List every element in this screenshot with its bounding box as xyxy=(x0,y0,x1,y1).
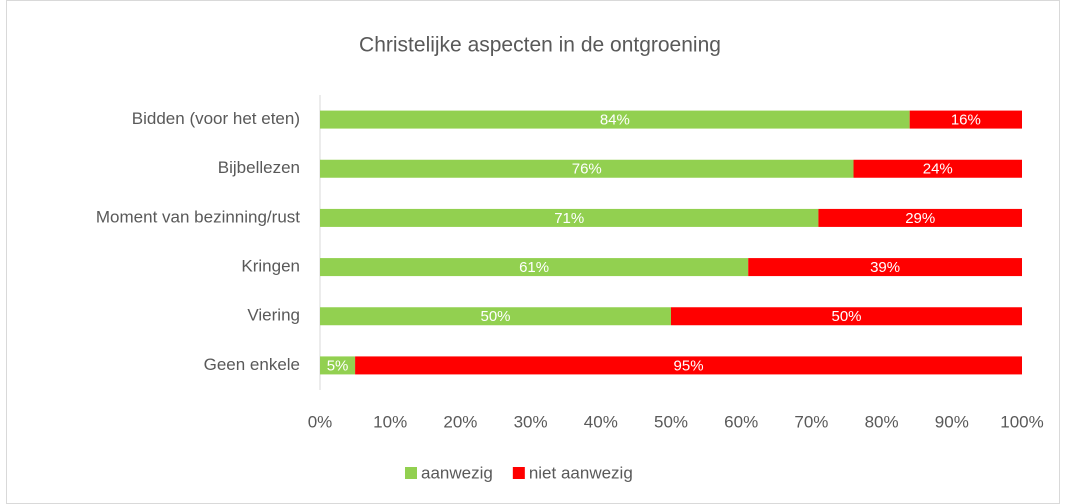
y-tick-label: Moment van bezinning/rust xyxy=(96,207,300,226)
value-label: 76% xyxy=(572,161,602,178)
x-tick-label: 50% xyxy=(654,412,688,431)
x-tick-label: 30% xyxy=(514,412,548,431)
y-tick-label: Viering xyxy=(247,306,300,325)
x-tick-label: 100% xyxy=(1000,412,1043,431)
bar-segment xyxy=(355,356,1023,375)
x-tick-label: 70% xyxy=(794,412,828,431)
x-tick-label: 0% xyxy=(308,412,333,431)
x-tick-label: 80% xyxy=(865,412,899,431)
chart-title: Christelijke aspecten in de ontgroening xyxy=(359,34,721,57)
y-tick-label: Bidden (voor het eten) xyxy=(132,109,300,128)
chart-frame xyxy=(6,0,1060,504)
legend-swatch xyxy=(405,467,417,479)
y-tick-label: Kringen xyxy=(241,257,300,276)
bar-segment xyxy=(818,208,1022,227)
value-label: 29% xyxy=(905,210,935,227)
bar-segment xyxy=(853,159,1022,178)
x-tick-label: 90% xyxy=(935,412,969,431)
bar-segment xyxy=(320,258,749,277)
bar-segment xyxy=(320,307,671,326)
value-label: 95% xyxy=(674,357,704,374)
y-tick-label: Bijbellezen xyxy=(218,158,300,177)
x-tick-label: 20% xyxy=(443,412,477,431)
bar-segment xyxy=(320,110,910,129)
bar-segment xyxy=(320,159,854,178)
value-label: 61% xyxy=(519,259,549,276)
y-tick-label: Geen enkele xyxy=(204,355,300,374)
bar-segment xyxy=(671,307,1022,326)
value-label: 50% xyxy=(831,308,861,325)
bar-segment xyxy=(748,258,1022,277)
value-label: 84% xyxy=(600,112,630,129)
value-label: 39% xyxy=(870,259,900,276)
legend-label: aanwezig xyxy=(421,463,493,482)
value-label: 16% xyxy=(951,112,981,129)
x-tick-label: 10% xyxy=(373,412,407,431)
value-label: 24% xyxy=(923,161,953,178)
legend-swatch xyxy=(512,467,525,479)
bar-segment xyxy=(320,208,819,227)
value-label: 71% xyxy=(554,210,584,227)
value-label: 50% xyxy=(480,308,510,325)
bar-segment xyxy=(320,356,356,375)
x-tick-label: 60% xyxy=(724,412,758,431)
x-tick-label: 40% xyxy=(584,412,618,431)
bar-segment xyxy=(909,110,1022,129)
value-label: 5% xyxy=(327,357,349,374)
legend-label: niet aanwezig xyxy=(529,463,633,482)
